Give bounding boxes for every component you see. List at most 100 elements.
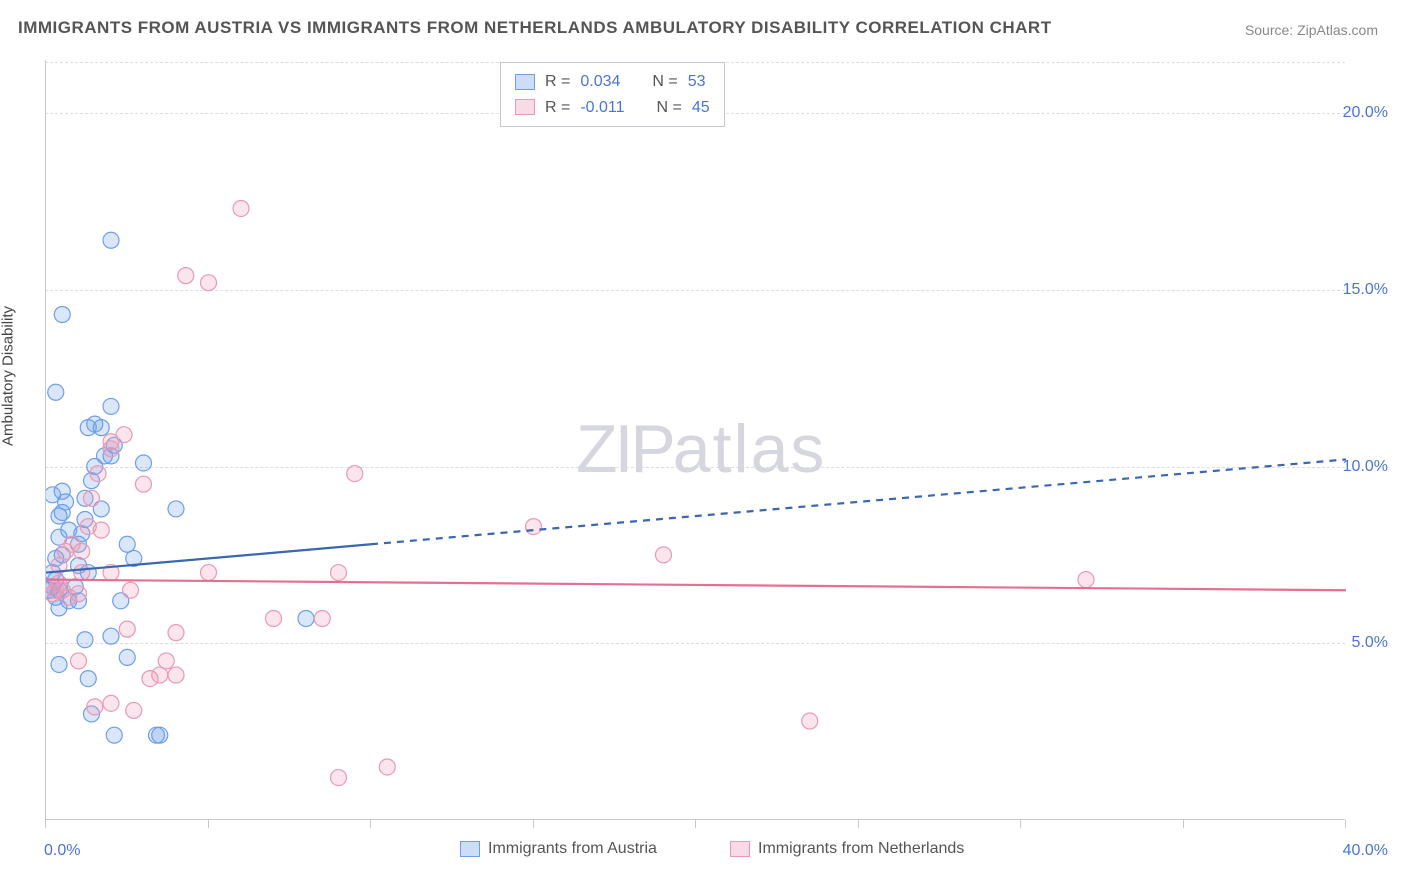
data-point	[46, 586, 61, 602]
data-point	[656, 547, 672, 563]
data-point	[51, 656, 67, 672]
data-point	[67, 579, 83, 595]
legend-netherlands: Immigrants from Netherlands	[730, 840, 964, 858]
data-point	[48, 572, 64, 588]
x-tick	[533, 820, 534, 828]
data-point	[103, 565, 119, 581]
data-point	[158, 653, 174, 669]
data-point	[379, 759, 395, 775]
plot-area: ZIPatlas	[45, 60, 1345, 820]
data-point	[119, 536, 135, 552]
data-point	[58, 543, 74, 559]
data-point	[119, 621, 135, 637]
data-point	[1078, 572, 1094, 588]
data-point	[152, 667, 168, 683]
data-point	[87, 699, 103, 715]
trend-line	[371, 459, 1346, 544]
y-axis-label: Ambulatory Disability	[0, 306, 17, 446]
data-point	[84, 490, 100, 506]
data-point	[266, 611, 282, 627]
x-tick	[858, 820, 859, 828]
data-point	[54, 504, 70, 520]
watermark-zip: ZIP	[576, 411, 673, 487]
x-tick	[208, 820, 209, 828]
data-point	[149, 727, 165, 743]
data-point	[48, 550, 64, 566]
y-tick-label: 20.0%	[1343, 104, 1388, 122]
x-tick	[1183, 820, 1184, 828]
data-point	[298, 611, 314, 627]
data-point	[46, 582, 57, 598]
data-point	[152, 727, 168, 743]
data-point	[97, 448, 113, 464]
data-point	[136, 476, 152, 492]
data-point	[106, 727, 122, 743]
data-point	[103, 448, 119, 464]
data-point	[168, 625, 184, 641]
data-point	[74, 565, 90, 581]
data-point	[103, 441, 119, 457]
data-point	[51, 529, 67, 545]
data-point	[71, 586, 87, 602]
data-point	[54, 307, 70, 323]
stats-r-label: R =	[545, 69, 570, 95]
data-point	[802, 713, 818, 729]
data-point	[74, 543, 90, 559]
legend-label-austria: Immigrants from Austria	[488, 840, 657, 858]
data-point	[113, 593, 129, 609]
chart-title: IMMIGRANTS FROM AUSTRIA VS IMMIGRANTS FR…	[18, 18, 1052, 38]
x-tick	[45, 820, 46, 828]
watermark: ZIPatlas	[576, 410, 826, 488]
x-tick-label-min: 0.0%	[44, 842, 80, 860]
trend-line	[46, 544, 371, 572]
stats-swatch	[515, 74, 535, 90]
stats-n-value: 53	[688, 69, 706, 95]
data-point	[233, 200, 249, 216]
data-point	[126, 702, 142, 718]
data-point	[51, 508, 67, 524]
data-point	[136, 455, 152, 471]
data-point	[84, 473, 100, 489]
data-point	[80, 519, 96, 535]
x-tick	[1345, 820, 1346, 828]
stats-swatch	[515, 99, 535, 115]
data-point	[526, 519, 542, 535]
data-point	[64, 536, 80, 552]
y-tick-label: 10.0%	[1343, 458, 1388, 476]
stats-n-value: 45	[692, 95, 710, 121]
data-point	[116, 427, 132, 443]
data-point	[314, 611, 330, 627]
data-point	[331, 565, 347, 581]
data-point	[54, 483, 70, 499]
data-point	[61, 522, 77, 538]
data-point	[51, 557, 67, 573]
data-point	[46, 579, 61, 595]
data-point	[347, 466, 363, 482]
x-tick	[1020, 820, 1021, 828]
stats-r-value: 0.034	[580, 69, 620, 95]
data-point	[58, 494, 74, 510]
data-point	[51, 582, 67, 598]
data-point	[48, 384, 64, 400]
legend-swatch-blue	[460, 841, 480, 857]
data-point	[71, 653, 87, 669]
trend-line	[46, 580, 1346, 591]
x-tick	[370, 820, 371, 828]
chart-svg	[46, 60, 1346, 820]
data-point	[103, 232, 119, 248]
data-point	[74, 526, 90, 542]
y-tick-label: 15.0%	[1343, 281, 1388, 299]
data-point	[46, 565, 61, 581]
data-point	[201, 565, 217, 581]
stats-r-label: R =	[545, 95, 570, 121]
data-point	[142, 671, 158, 687]
stats-row: R = -0.011N = 45	[515, 95, 710, 121]
data-point	[77, 512, 93, 528]
data-point	[48, 582, 64, 598]
data-point	[51, 575, 67, 591]
data-point	[201, 275, 217, 291]
data-point	[61, 593, 77, 609]
data-point	[84, 706, 100, 722]
data-point	[103, 434, 119, 450]
data-point	[123, 582, 139, 598]
